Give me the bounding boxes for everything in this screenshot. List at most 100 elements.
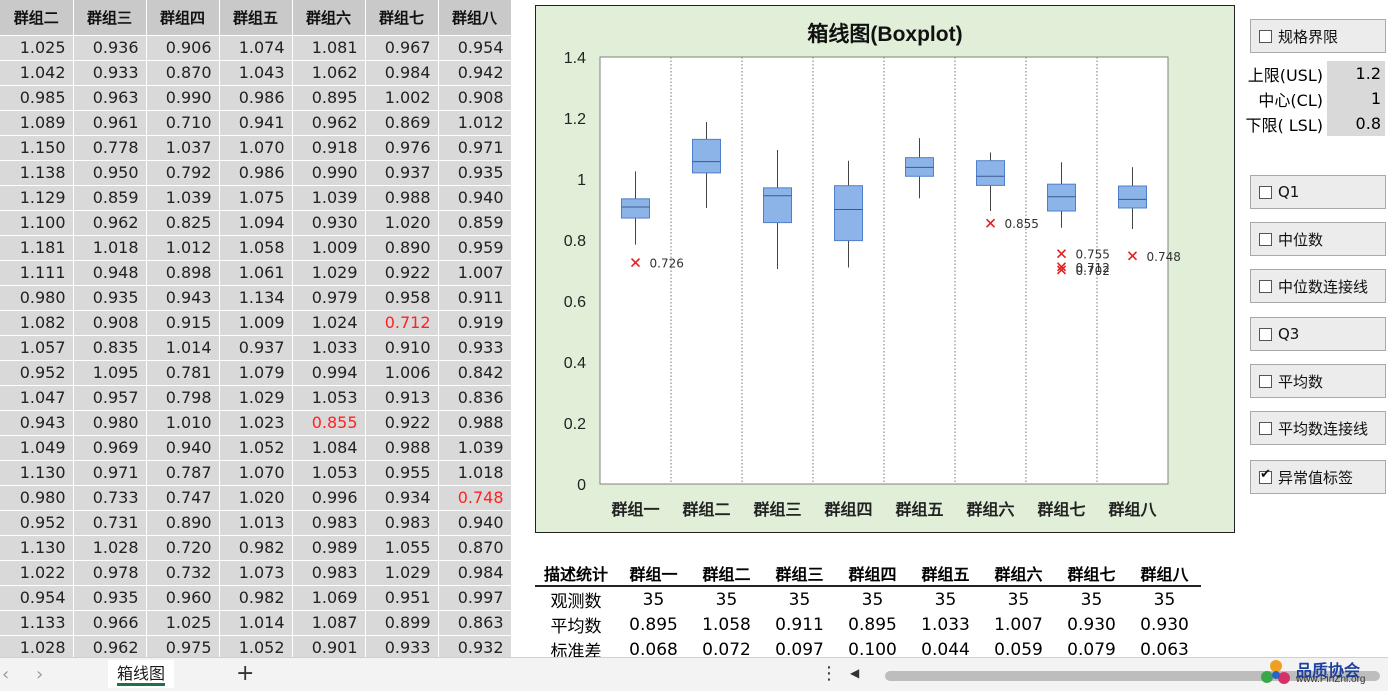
table-cell[interactable]: 1.130 xyxy=(0,535,74,561)
table-cell[interactable]: 1.062 xyxy=(292,60,366,86)
table-cell[interactable]: 0.712 xyxy=(365,310,439,336)
table-cell[interactable]: 1.081 xyxy=(292,35,366,61)
spec-limits-checkbox[interactable]: 规格界限 xyxy=(1250,19,1386,53)
table-cell[interactable]: 0.748 xyxy=(438,485,512,511)
table-cell[interactable]: 1.181 xyxy=(0,235,74,261)
table-cell[interactable]: 0.988 xyxy=(438,410,512,436)
table-cell[interactable]: 0.933 xyxy=(438,335,512,361)
table-cell[interactable]: 0.922 xyxy=(365,410,439,436)
table-cell[interactable]: 1.094 xyxy=(219,210,293,236)
table-cell[interactable]: 0.988 xyxy=(365,435,439,461)
table-cell[interactable]: 1.061 xyxy=(219,260,293,286)
table-cell[interactable]: 1.012 xyxy=(146,235,220,261)
median-line-checkbox[interactable]: 中位数连接线 xyxy=(1250,269,1386,303)
table-cell[interactable]: 0.986 xyxy=(219,85,293,111)
table-cell[interactable]: 0.990 xyxy=(292,160,366,186)
table-cell[interactable]: 0.980 xyxy=(73,410,147,436)
table-cell[interactable]: 0.975 xyxy=(146,635,220,661)
table-cell[interactable]: 1.069 xyxy=(292,585,366,611)
table-cell[interactable]: 0.961 xyxy=(73,110,147,136)
table-cell[interactable]: 1.014 xyxy=(219,610,293,636)
table-cell[interactable]: 0.940 xyxy=(146,435,220,461)
sheet-tab-boxplot[interactable]: 箱线图 xyxy=(108,660,175,688)
table-cell[interactable]: 0.869 xyxy=(365,110,439,136)
outlier-labels-checkbox[interactable]: 异常值标签 xyxy=(1250,460,1386,494)
table-cell[interactable]: 1.009 xyxy=(292,235,366,261)
table-cell[interactable]: 1.009 xyxy=(219,310,293,336)
table-cell[interactable]: 0.985 xyxy=(0,85,74,111)
table-cell[interactable]: 0.913 xyxy=(365,385,439,411)
table-cell[interactable]: 0.895 xyxy=(292,85,366,111)
table-cell[interactable]: 1.018 xyxy=(438,460,512,486)
table-cell[interactable]: 0.988 xyxy=(365,185,439,211)
table-cell[interactable]: 0.971 xyxy=(438,135,512,161)
table-cell[interactable]: 1.006 xyxy=(365,360,439,386)
table-cell[interactable]: 0.984 xyxy=(438,560,512,586)
scroll-left-icon[interactable]: ◀ xyxy=(850,666,860,680)
table-cell[interactable]: 0.986 xyxy=(219,160,293,186)
table-cell[interactable]: 1.057 xyxy=(0,335,74,361)
column-header[interactable]: 群组四 xyxy=(146,0,220,36)
table-cell[interactable]: 0.954 xyxy=(0,585,74,611)
table-cell[interactable]: 1.020 xyxy=(365,210,439,236)
table-cell[interactable]: 1.028 xyxy=(0,635,74,661)
table-cell[interactable]: 0.911 xyxy=(438,285,512,311)
table-cell[interactable]: 1.070 xyxy=(219,460,293,486)
table-cell[interactable]: 0.943 xyxy=(0,410,74,436)
table-cell[interactable]: 0.918 xyxy=(292,135,366,161)
table-cell[interactable]: 0.963 xyxy=(73,85,147,111)
table-cell[interactable]: 0.731 xyxy=(73,510,147,536)
table-cell[interactable]: 0.901 xyxy=(292,635,366,661)
column-header[interactable]: 群组八 xyxy=(438,0,512,36)
table-cell[interactable]: 0.941 xyxy=(219,110,293,136)
table-cell[interactable]: 0.930 xyxy=(292,210,366,236)
table-cell[interactable]: 0.980 xyxy=(0,485,74,511)
table-cell[interactable]: 0.937 xyxy=(219,335,293,361)
table-cell[interactable]: 1.095 xyxy=(73,360,147,386)
table-cell[interactable]: 0.940 xyxy=(438,185,512,211)
table-cell[interactable]: 1.134 xyxy=(219,285,293,311)
table-cell[interactable]: 0.983 xyxy=(365,510,439,536)
cl-value[interactable]: 1 xyxy=(1327,86,1385,111)
table-cell[interactable]: 1.024 xyxy=(292,310,366,336)
table-cell[interactable]: 1.028 xyxy=(73,535,147,561)
table-cell[interactable]: 1.087 xyxy=(292,610,366,636)
table-cell[interactable]: 0.933 xyxy=(73,60,147,86)
table-cell[interactable]: 0.951 xyxy=(365,585,439,611)
table-cell[interactable]: 0.825 xyxy=(146,210,220,236)
column-header[interactable]: 群组六 xyxy=(292,0,366,36)
chart-panel[interactable]: 箱线图(Boxplot) 0 0.2 0.4 0.6 0.8 1 1.2 1.4 群组一 群组二 群组… xyxy=(535,5,1235,533)
table-cell[interactable]: 0.979 xyxy=(292,285,366,311)
table-cell[interactable]: 1.029 xyxy=(292,260,366,286)
table-cell[interactable]: 1.010 xyxy=(146,410,220,436)
table-cell[interactable]: 1.053 xyxy=(292,385,366,411)
table-cell[interactable]: 0.870 xyxy=(438,535,512,561)
table-cell[interactable]: 0.890 xyxy=(146,510,220,536)
table-cell[interactable]: 0.967 xyxy=(365,35,439,61)
table-cell[interactable]: 0.787 xyxy=(146,460,220,486)
table-cell[interactable]: 0.890 xyxy=(365,235,439,261)
chevron-left-icon[interactable]: ‹ xyxy=(2,664,10,685)
table-cell[interactable]: 0.958 xyxy=(365,285,439,311)
table-cell[interactable]: 0.950 xyxy=(73,160,147,186)
lsl-value[interactable]: 0.8 xyxy=(1327,111,1385,136)
table-cell[interactable]: 0.720 xyxy=(146,535,220,561)
table-cell[interactable]: 1.025 xyxy=(0,35,74,61)
table-cell[interactable]: 0.859 xyxy=(73,185,147,211)
table-cell[interactable]: 0.937 xyxy=(365,160,439,186)
table-cell[interactable]: 1.002 xyxy=(365,85,439,111)
table-cell[interactable]: 1.074 xyxy=(219,35,293,61)
table-cell[interactable]: 0.798 xyxy=(146,385,220,411)
table-cell[interactable]: 0.978 xyxy=(73,560,147,586)
column-header[interactable]: 群组五 xyxy=(219,0,293,36)
table-cell[interactable]: 0.842 xyxy=(438,360,512,386)
table-cell[interactable]: 0.983 xyxy=(292,560,366,586)
table-cell[interactable]: 1.111 xyxy=(0,260,74,286)
column-header[interactable]: 群组七 xyxy=(365,0,439,36)
table-cell[interactable]: 0.980 xyxy=(0,285,74,311)
table-cell[interactable]: 0.955 xyxy=(365,460,439,486)
table-cell[interactable]: 0.952 xyxy=(0,360,74,386)
table-cell[interactable]: 0.983 xyxy=(292,510,366,536)
table-cell[interactable]: 0.969 xyxy=(73,435,147,461)
table-cell[interactable]: 1.020 xyxy=(219,485,293,511)
